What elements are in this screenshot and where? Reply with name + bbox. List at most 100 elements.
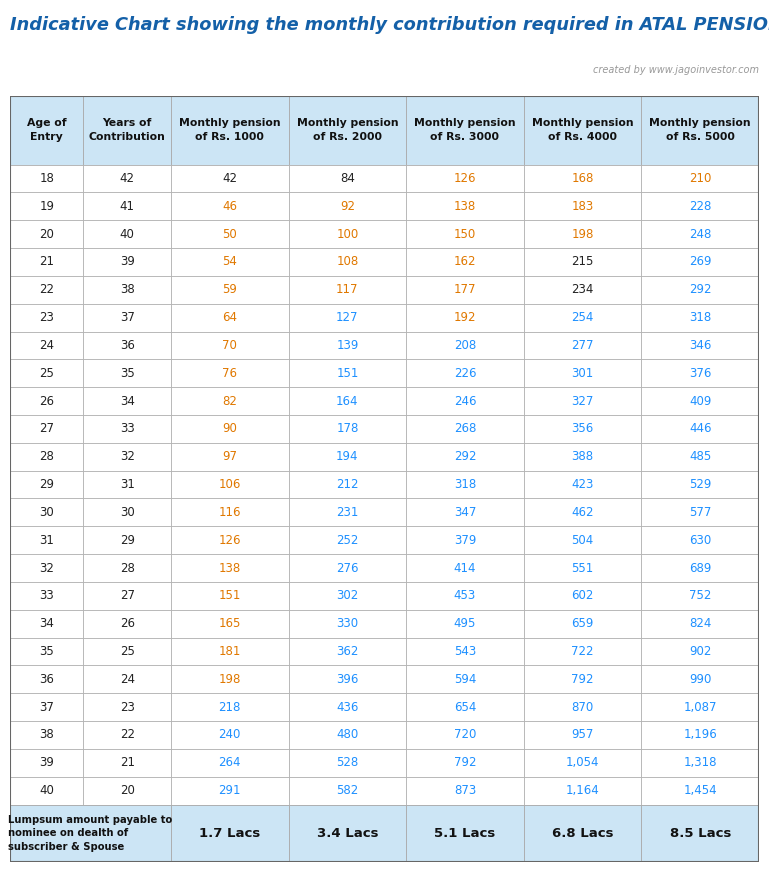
Text: 183: 183 <box>571 200 594 213</box>
Text: 792: 792 <box>454 756 476 769</box>
Text: 36: 36 <box>120 339 135 352</box>
Text: 208: 208 <box>454 339 476 352</box>
Text: 31: 31 <box>39 534 54 547</box>
Bar <box>524 749 641 777</box>
Bar <box>83 721 171 749</box>
Bar <box>641 693 759 721</box>
Bar <box>641 582 759 610</box>
Text: 194: 194 <box>336 450 358 463</box>
Text: 21: 21 <box>39 255 54 269</box>
Text: 485: 485 <box>689 450 711 463</box>
Text: 689: 689 <box>689 561 711 574</box>
Text: 356: 356 <box>571 422 594 435</box>
Text: 38: 38 <box>39 728 54 741</box>
Bar <box>83 248 171 275</box>
Text: 228: 228 <box>689 200 711 213</box>
Text: 164: 164 <box>336 395 358 408</box>
Text: 722: 722 <box>571 645 594 658</box>
Text: 32: 32 <box>120 450 135 463</box>
Bar <box>288 164 406 192</box>
Text: 212: 212 <box>336 478 358 491</box>
Text: 33: 33 <box>39 589 54 602</box>
Text: 5.1 Lacs: 5.1 Lacs <box>434 826 495 839</box>
Text: 23: 23 <box>120 700 135 713</box>
Bar <box>288 749 406 777</box>
Text: 376: 376 <box>689 367 711 380</box>
Text: 362: 362 <box>336 645 358 658</box>
Bar <box>288 805 406 862</box>
Text: 8.5 Lacs: 8.5 Lacs <box>670 826 731 839</box>
Text: 248: 248 <box>689 228 711 241</box>
Bar <box>641 388 759 415</box>
Text: 436: 436 <box>336 700 358 713</box>
Bar <box>288 443 406 471</box>
Bar <box>406 332 524 360</box>
Text: 64: 64 <box>222 311 238 324</box>
Bar <box>288 610 406 638</box>
Bar <box>406 248 524 275</box>
Bar <box>641 805 759 862</box>
Text: 22: 22 <box>120 728 135 741</box>
Bar <box>10 332 83 360</box>
Bar <box>288 275 406 303</box>
Bar <box>10 610 83 638</box>
Bar <box>171 415 288 443</box>
Text: 330: 330 <box>336 617 358 630</box>
Bar <box>524 415 641 443</box>
Text: 302: 302 <box>336 589 358 602</box>
Bar <box>171 777 288 805</box>
Text: 543: 543 <box>454 645 476 658</box>
Text: 409: 409 <box>689 395 711 408</box>
Bar <box>83 582 171 610</box>
Text: 19: 19 <box>39 200 54 213</box>
Bar <box>10 164 83 192</box>
Bar <box>524 96 641 164</box>
Text: 42: 42 <box>120 172 135 185</box>
Bar <box>641 443 759 471</box>
Bar <box>10 471 83 499</box>
Text: 388: 388 <box>571 450 594 463</box>
Bar <box>83 415 171 443</box>
Text: 292: 292 <box>454 450 476 463</box>
Bar <box>641 527 759 554</box>
Bar <box>10 777 83 805</box>
Text: 630: 630 <box>689 534 711 547</box>
Text: 423: 423 <box>571 478 594 491</box>
Text: 594: 594 <box>454 673 476 686</box>
Text: 231: 231 <box>336 506 358 519</box>
Text: 396: 396 <box>336 673 358 686</box>
Bar <box>83 96 171 164</box>
Bar <box>641 721 759 749</box>
Bar <box>171 443 288 471</box>
Bar <box>288 96 406 164</box>
Bar <box>171 164 288 192</box>
Text: Monthly pension
of Rs. 5000: Monthly pension of Rs. 5000 <box>649 118 751 142</box>
Text: 150: 150 <box>454 228 476 241</box>
Bar <box>10 499 83 527</box>
Text: 38: 38 <box>120 283 135 296</box>
Bar <box>288 192 406 220</box>
Bar <box>83 666 171 693</box>
Bar <box>288 554 406 582</box>
Bar <box>83 499 171 527</box>
Bar <box>171 582 288 610</box>
Bar <box>406 164 524 192</box>
Text: 165: 165 <box>218 617 241 630</box>
Bar <box>10 582 83 610</box>
Bar <box>171 388 288 415</box>
Bar <box>288 582 406 610</box>
Text: 254: 254 <box>571 311 594 324</box>
Bar <box>406 666 524 693</box>
Bar <box>288 693 406 721</box>
Bar <box>10 96 83 164</box>
Bar <box>83 554 171 582</box>
Bar <box>83 443 171 471</box>
Bar <box>406 721 524 749</box>
Bar <box>171 693 288 721</box>
Bar <box>641 96 759 164</box>
Bar <box>10 275 83 303</box>
Text: 35: 35 <box>120 367 135 380</box>
Text: 33: 33 <box>120 422 135 435</box>
Bar <box>171 96 288 164</box>
Bar <box>641 638 759 666</box>
